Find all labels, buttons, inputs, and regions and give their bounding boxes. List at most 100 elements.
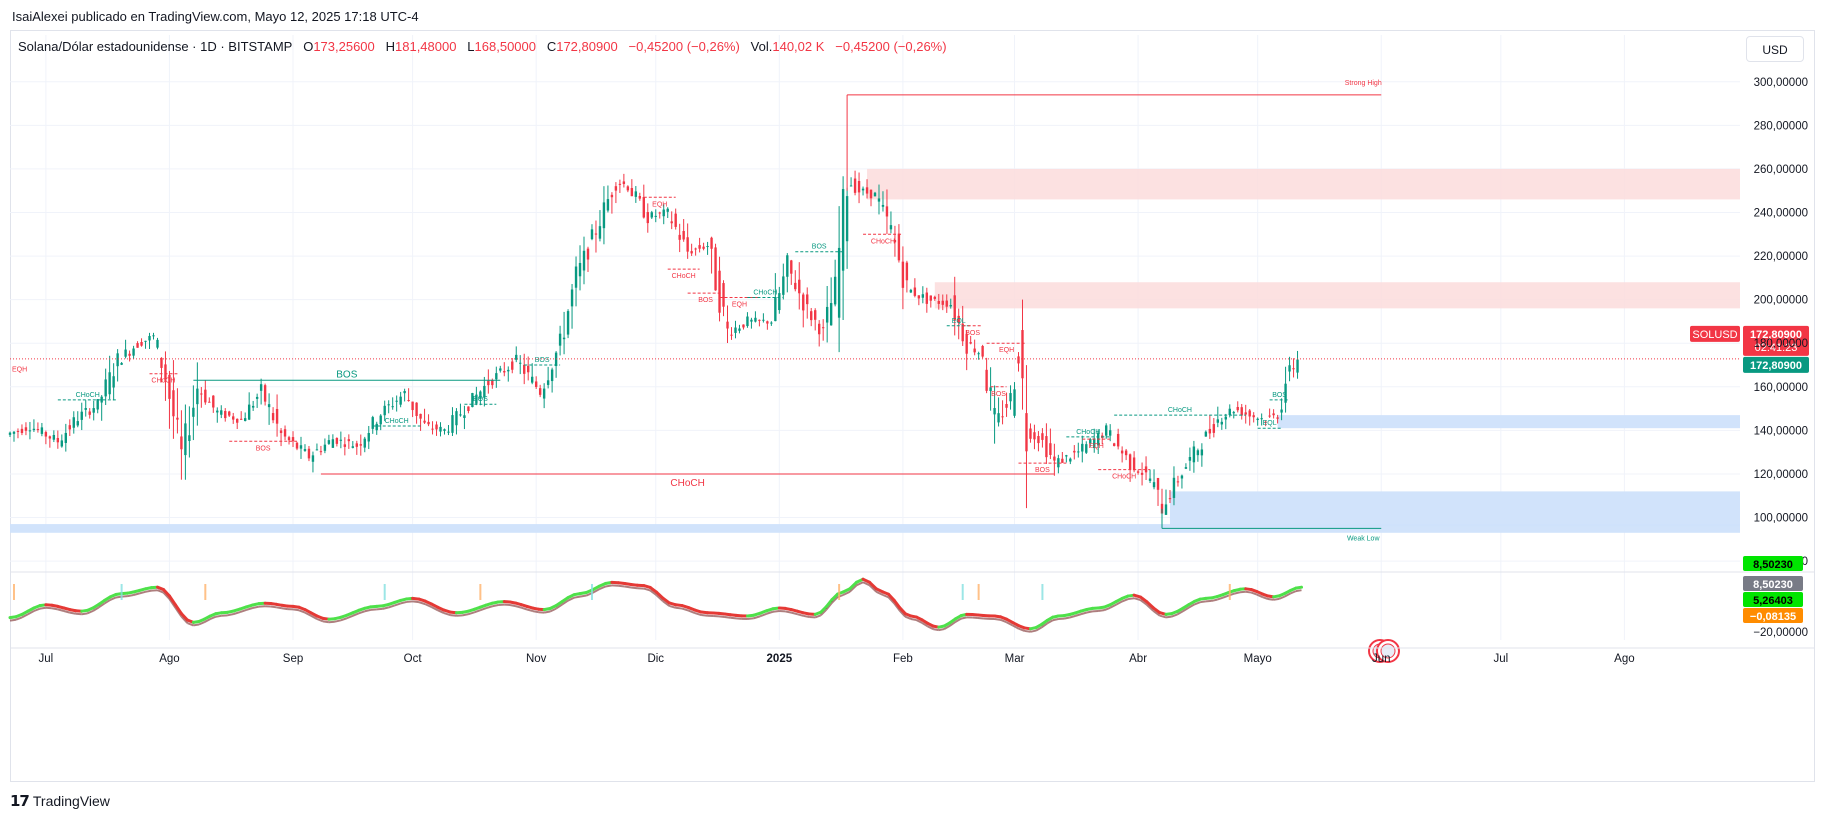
candle bbox=[602, 186, 606, 245]
candle bbox=[849, 177, 853, 187]
osc-shadow bbox=[1250, 591, 1258, 596]
osc-shadow bbox=[1103, 606, 1111, 612]
candle bbox=[678, 223, 681, 253]
candle-body bbox=[351, 446, 355, 448]
osc-shadow bbox=[1159, 614, 1167, 619]
candle-body bbox=[1132, 457, 1136, 471]
x-tick-label: Mar bbox=[1005, 653, 1025, 665]
osc-shadow bbox=[1098, 609, 1105, 612]
candle bbox=[431, 421, 434, 435]
structure-choch: CHoCH bbox=[57, 392, 118, 401]
candle bbox=[754, 311, 757, 323]
candle bbox=[917, 295, 921, 306]
legend-symbol[interactable]: Solana/Dólar estadounidense · 1D · BITST… bbox=[18, 39, 293, 54]
candle-body bbox=[829, 303, 833, 326]
candle bbox=[1224, 413, 1227, 430]
structure-label: EQL bbox=[952, 318, 966, 325]
candle-body bbox=[176, 417, 179, 420]
candle-body bbox=[1156, 477, 1160, 490]
candle bbox=[443, 428, 446, 435]
candle bbox=[76, 411, 79, 428]
osc-shadow bbox=[526, 608, 534, 613]
brand-name: TradingView bbox=[32, 793, 110, 809]
osc-shadow bbox=[1262, 596, 1269, 600]
candle-body bbox=[989, 387, 992, 391]
candle-body bbox=[467, 406, 470, 411]
osc-shadow bbox=[842, 590, 851, 596]
candle bbox=[20, 424, 24, 436]
candle-body bbox=[714, 247, 717, 291]
candle-body bbox=[371, 417, 374, 429]
osc-shadow bbox=[753, 615, 761, 620]
candle bbox=[419, 413, 422, 431]
currency-button[interactable]: USD bbox=[1746, 36, 1804, 62]
candle-body bbox=[419, 413, 422, 419]
candle bbox=[415, 402, 418, 424]
candle-body bbox=[1025, 413, 1028, 452]
osc-shadow bbox=[960, 616, 967, 620]
osc-shadow bbox=[98, 602, 106, 609]
osc-shadow bbox=[198, 621, 205, 626]
candle-body bbox=[985, 369, 988, 391]
candle-body bbox=[650, 212, 653, 218]
candle bbox=[124, 339, 127, 359]
candle-body bbox=[710, 237, 713, 249]
candle-body bbox=[311, 455, 315, 462]
candle bbox=[622, 173, 626, 188]
candle-body bbox=[1164, 504, 1168, 515]
candle bbox=[1296, 350, 1299, 379]
osc-shadow bbox=[532, 610, 539, 614]
candle-body bbox=[1204, 431, 1208, 437]
structure-bos: BOS bbox=[687, 292, 724, 304]
candle bbox=[746, 312, 749, 328]
candle-body bbox=[136, 343, 139, 348]
candle bbox=[662, 204, 665, 225]
candle-body bbox=[220, 410, 223, 415]
candle bbox=[949, 298, 952, 309]
y-tick-label: 240,00000 bbox=[1754, 208, 1808, 220]
osc-segment bbox=[868, 580, 878, 591]
candle bbox=[483, 376, 486, 407]
candle bbox=[658, 211, 661, 219]
candle bbox=[411, 401, 414, 418]
candle bbox=[64, 423, 68, 452]
publisher-line: IsaiAlexei publicado en TradingView.com,… bbox=[12, 9, 419, 24]
candle-body bbox=[315, 449, 319, 451]
tradingview-branding[interactable]: 𝟭𝟳 TradingView bbox=[10, 792, 110, 810]
candle-body bbox=[459, 414, 462, 416]
candle-body bbox=[817, 323, 821, 335]
candle bbox=[766, 320, 769, 330]
candle-body bbox=[1124, 450, 1128, 456]
osc-shadow bbox=[69, 611, 76, 615]
candle-body bbox=[1224, 416, 1227, 420]
candle-body bbox=[1033, 432, 1036, 440]
osc-value-label: 8,50230 bbox=[1743, 556, 1803, 571]
structure-label: Weak Low bbox=[1347, 535, 1380, 542]
candle-body bbox=[662, 209, 665, 217]
candle bbox=[176, 388, 179, 434]
osc-shadow bbox=[63, 610, 71, 614]
candle-body bbox=[287, 437, 291, 441]
candle-body bbox=[534, 381, 538, 387]
candle bbox=[570, 283, 574, 329]
candle bbox=[1184, 463, 1188, 470]
osc-shadow bbox=[1284, 592, 1291, 598]
candle-body bbox=[1272, 413, 1275, 416]
osc-shadow bbox=[561, 599, 569, 606]
candle-body bbox=[1172, 477, 1176, 498]
candle bbox=[1128, 453, 1132, 482]
candle bbox=[1172, 466, 1176, 506]
osc-shadow bbox=[104, 599, 111, 605]
countdown: 02:41:23 bbox=[1755, 342, 1798, 354]
osc-shadow bbox=[474, 609, 481, 614]
candle-body bbox=[798, 279, 801, 294]
osc-shadow bbox=[1127, 597, 1135, 601]
candle-body bbox=[530, 376, 534, 383]
osc-segment bbox=[892, 598, 902, 610]
osc-shadow bbox=[1194, 601, 1201, 606]
candle bbox=[794, 270, 797, 292]
candle bbox=[1136, 469, 1140, 475]
candle-body bbox=[766, 321, 769, 324]
candle-body bbox=[810, 311, 813, 321]
